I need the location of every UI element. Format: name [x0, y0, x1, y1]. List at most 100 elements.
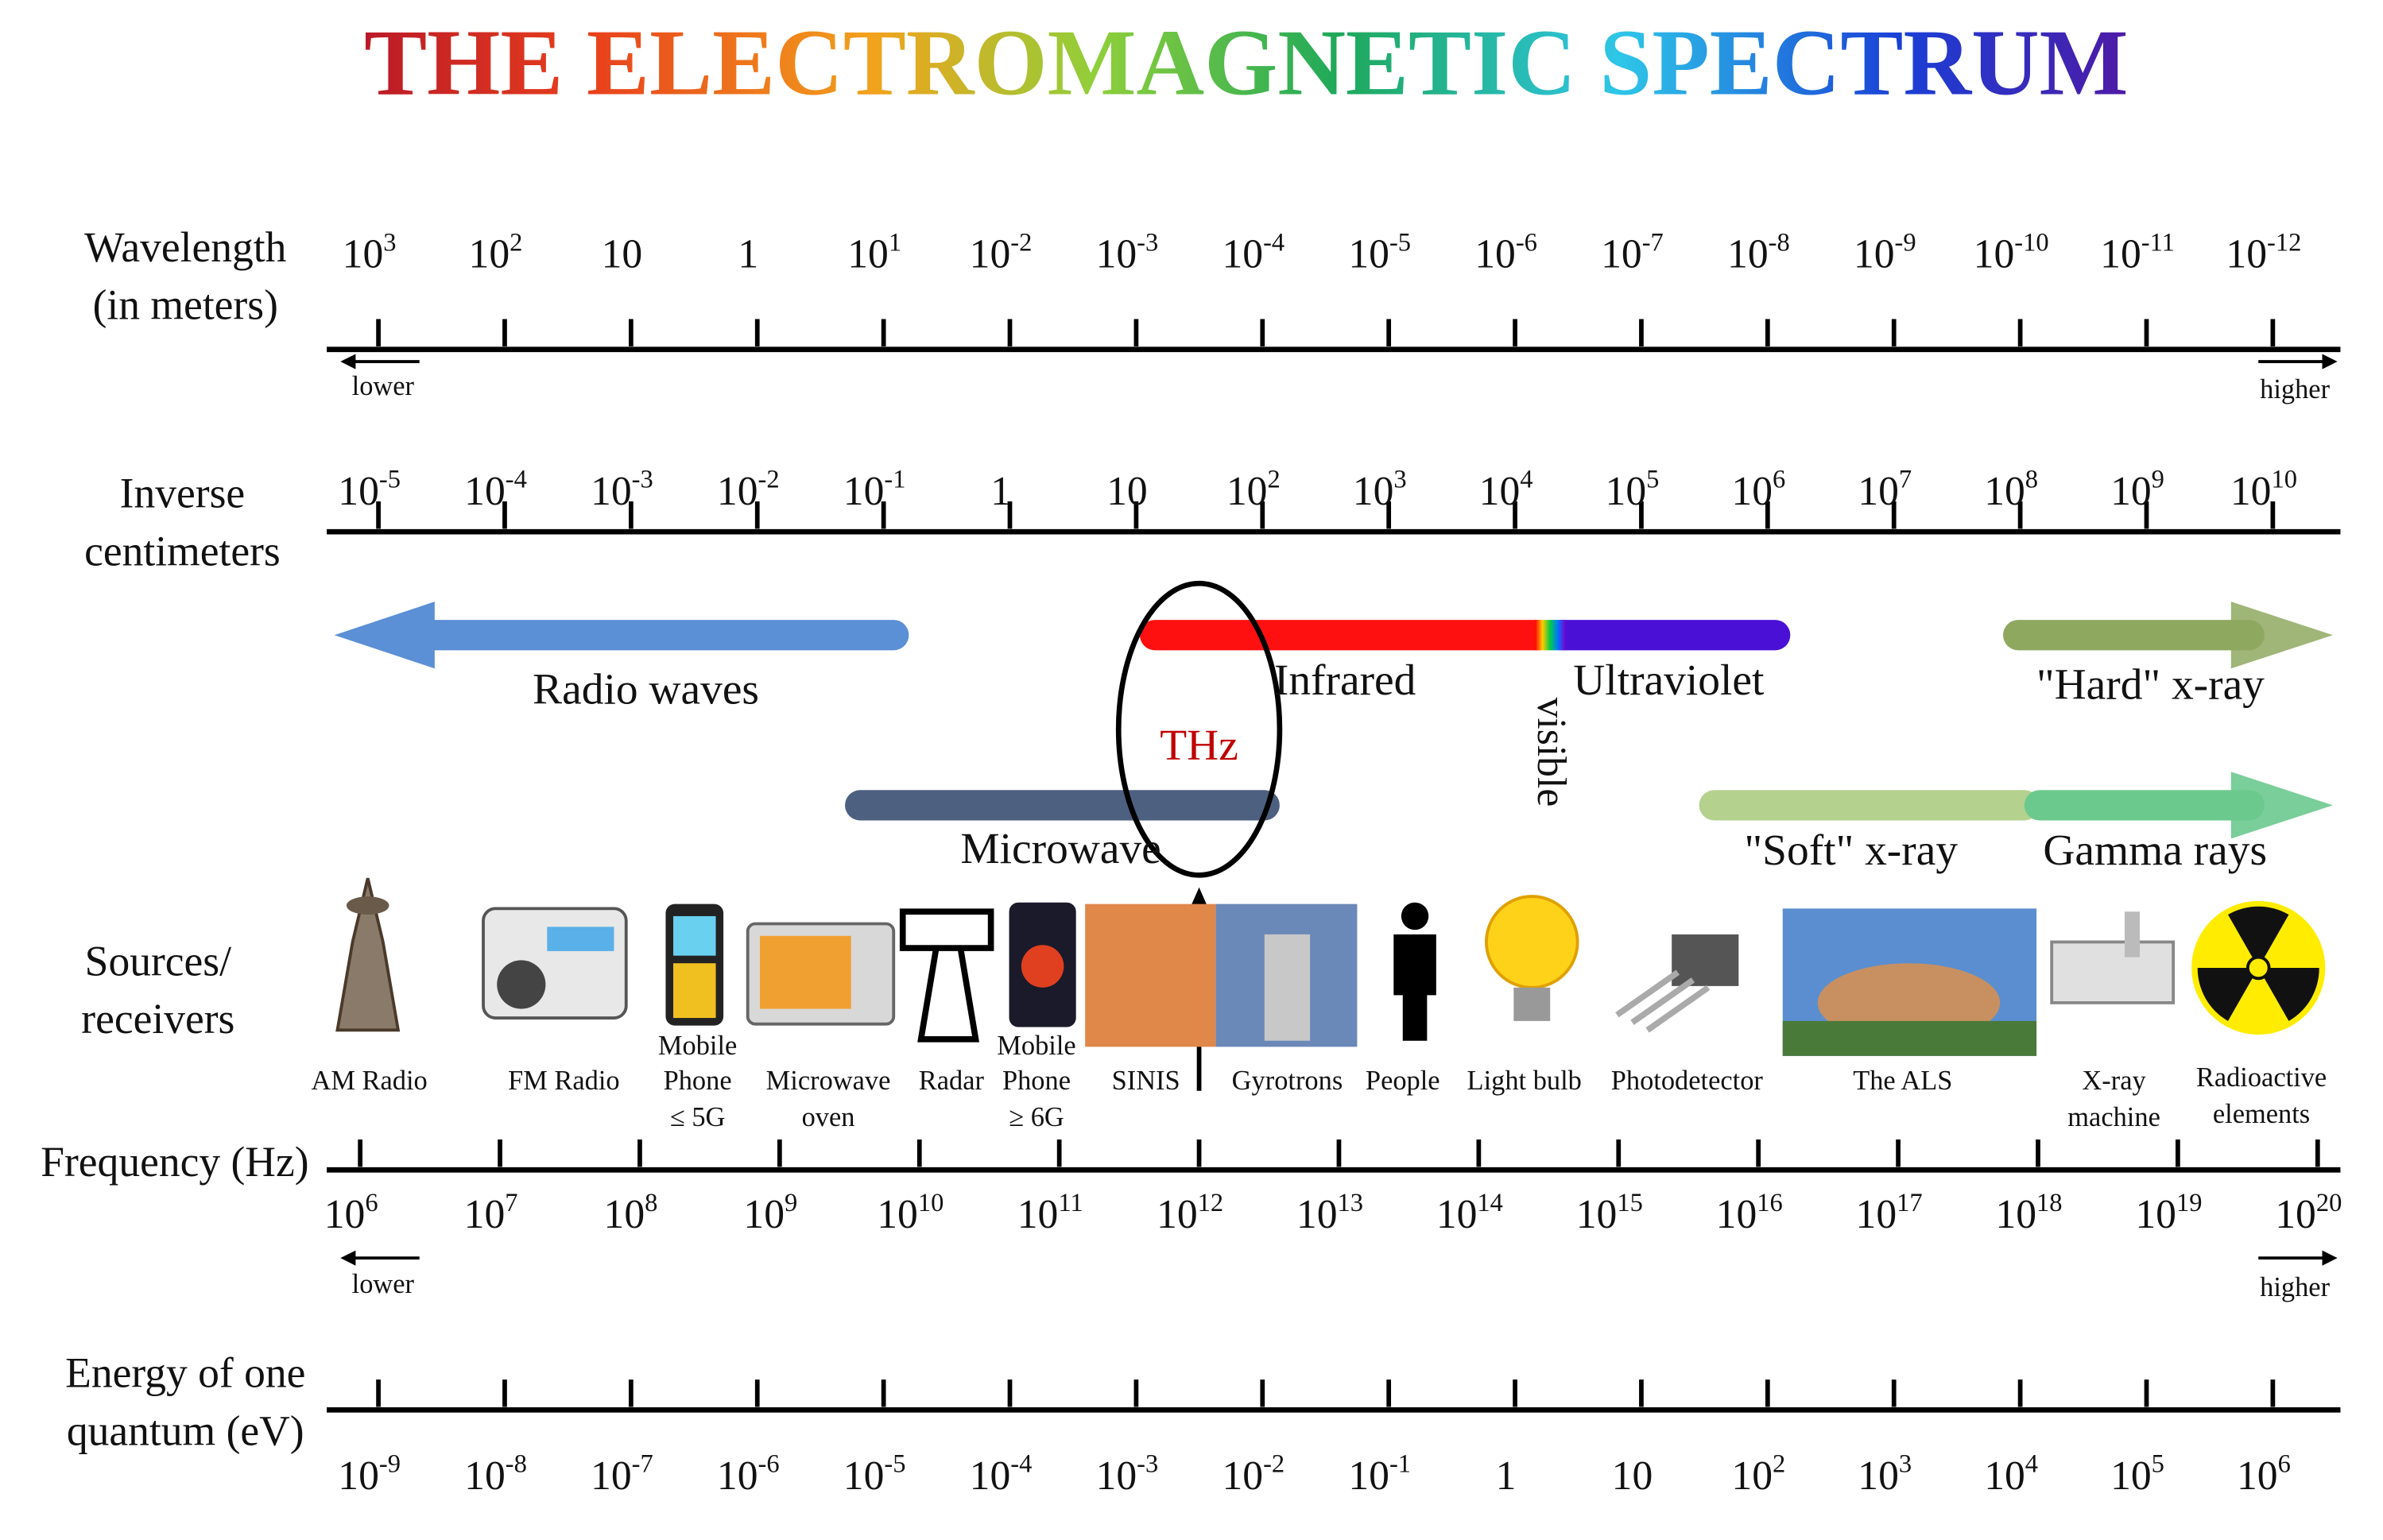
lower-label: lower: [352, 371, 415, 401]
icon-gyrotron-body: [1264, 934, 1311, 1041]
tick-exp: -9: [379, 1450, 401, 1479]
tick-label: 10: [1612, 1453, 1653, 1499]
tick-label: 10-7: [1601, 228, 1664, 277]
tick-label: 10-3: [1096, 1450, 1159, 1499]
tick-exp: 2: [510, 228, 522, 257]
tick-label: 109: [2110, 466, 2164, 514]
tick-base: 10: [1226, 469, 1268, 514]
tick-base: 10: [2226, 232, 2267, 277]
icon-radar: [899, 908, 994, 1043]
tick-exp: 3: [1393, 466, 1406, 494]
tick-exp: -3: [1137, 1450, 1158, 1479]
tick-label: 1016: [1716, 1189, 1783, 1237]
tick-exp: 5: [2152, 1450, 2164, 1479]
tick-base: 10: [717, 469, 758, 514]
tick-exp: -11: [2141, 228, 2175, 257]
source-label: X-ray: [2082, 1066, 2146, 1096]
tick-exp: 2: [1773, 1450, 1785, 1479]
icon-xray-arm: [2124, 911, 2141, 958]
source-label: Mobile: [997, 1031, 1075, 1061]
arrow-head: [340, 354, 356, 370]
band-label: visible: [1529, 698, 1574, 807]
tick-label: 103: [1858, 1450, 1912, 1499]
tick-base: 10: [1601, 232, 1642, 277]
source-label: ≥ 6G: [1009, 1102, 1064, 1132]
tick-exp: 10: [918, 1189, 944, 1217]
tick-exp: -5: [884, 1450, 905, 1479]
tick-exp: 14: [1477, 1189, 1503, 1217]
tick-label: 1011: [1017, 1189, 1083, 1237]
tick-base: 10: [1731, 469, 1773, 514]
tick-exp: -2: [1263, 1450, 1284, 1479]
row-label: receivers: [81, 995, 234, 1043]
icon-radio-screen: [547, 927, 614, 951]
tick-label: 105: [2110, 1450, 2164, 1499]
tick-exp: 6: [2278, 1450, 2291, 1479]
tick-base: 10: [843, 1453, 885, 1499]
tick-base: 10: [847, 232, 889, 277]
tick-label: 10-8: [1727, 228, 1790, 277]
tick-exp: 18: [2036, 1189, 2063, 1217]
tick-exp: 20: [2316, 1189, 2342, 1217]
tick-base: 10: [1353, 469, 1394, 514]
band-label: "Hard" x-ray: [2036, 660, 2265, 709]
tick-exp: -7: [632, 1450, 653, 1479]
tick-base: 10: [1348, 232, 1389, 277]
tick-base: 1: [1496, 1453, 1517, 1499]
source-label: Radioactive: [2196, 1062, 2327, 1093]
icon-phone-screen: [673, 915, 716, 956]
tick-exp: 12: [1198, 1189, 1224, 1217]
tick-label: 10-5: [843, 1450, 906, 1499]
source-label: Photodetector: [1611, 1066, 1764, 1096]
tick-base: 10: [1856, 1192, 1897, 1237]
tick-base: 10: [1479, 469, 1521, 514]
tick-label: 102: [469, 228, 523, 277]
tick-label: 1: [738, 232, 758, 277]
tick-exp: 1: [889, 228, 901, 257]
tick-exp: -9: [1895, 228, 1916, 257]
icon-photodetector-pins: [1615, 969, 1711, 1033]
tick-exp: -2: [1010, 228, 1032, 257]
band-label: Microwave: [960, 824, 1161, 873]
tick-exp: 4: [1520, 466, 1532, 494]
tick-exp: -3: [1137, 228, 1158, 257]
tick-label: 10-11: [2100, 228, 2175, 277]
icon-photodetector: [1672, 934, 1739, 986]
tick-exp: -3: [632, 466, 653, 494]
tick-base: 10: [1576, 1192, 1618, 1237]
tick-exp: 8: [645, 1189, 657, 1217]
tick-base: 10: [1727, 232, 1769, 277]
icon-phone6g-glow: [1021, 945, 1064, 988]
tick-exp: -6: [1516, 228, 1537, 257]
tick-exp: -4: [1263, 228, 1284, 257]
tick-base: 10: [343, 232, 384, 277]
tick-exp: -4: [1010, 1450, 1032, 1479]
tick-exp: 17: [1897, 1189, 1923, 1217]
tick-base: 10: [1858, 1453, 1899, 1499]
gamma-head: [2230, 772, 2333, 839]
tick-base: 10: [1096, 232, 1137, 277]
arrow-head: [2322, 354, 2338, 370]
thz-ellipse: [1115, 580, 1283, 878]
band-label: Gamma rays: [2043, 826, 2267, 874]
tick-label: 10-1: [843, 466, 906, 514]
tick-label: 10-3: [1096, 228, 1159, 277]
icon-phone-keys: [673, 963, 716, 1019]
tick-base: 10: [2237, 1453, 2278, 1499]
tick-label: 1018: [1995, 1189, 2062, 1237]
tick-label: 10: [602, 232, 643, 277]
icon-bulb: [1485, 895, 1579, 989]
tick-base: 10: [1606, 469, 1647, 514]
tick-label: 10-7: [591, 1450, 653, 1499]
arrow-head: [2322, 1250, 2338, 1266]
row-label: Wavelength: [84, 223, 286, 271]
tick-base: 10: [1974, 232, 2015, 277]
tick-label: 10-12: [2226, 228, 2301, 277]
tick-label: 10-1: [1348, 1450, 1411, 1499]
tick-base: 10: [591, 469, 632, 514]
tick-label: 1: [1496, 1453, 1517, 1499]
lower-label: lower: [352, 1269, 415, 1299]
tick-exp: 11: [1058, 1189, 1083, 1217]
tick-label: 10-5: [338, 466, 401, 514]
